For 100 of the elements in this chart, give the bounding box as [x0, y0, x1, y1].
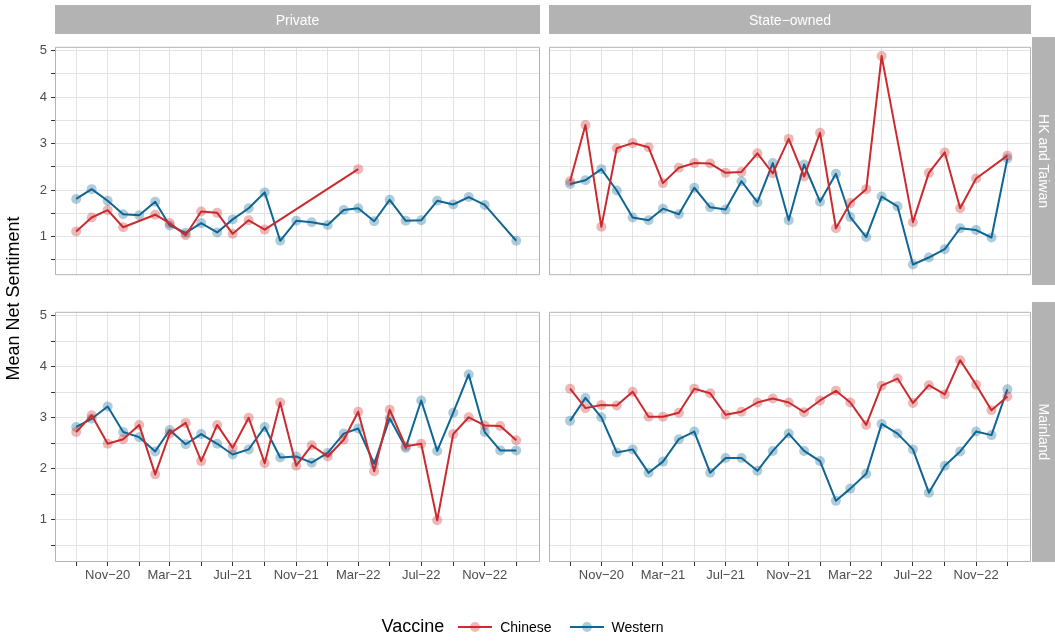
point — [643, 467, 654, 478]
point — [495, 420, 506, 431]
point — [596, 412, 607, 423]
point — [243, 215, 254, 226]
point — [118, 222, 129, 233]
point — [939, 460, 950, 471]
point — [689, 383, 700, 394]
point — [259, 458, 270, 469]
point — [673, 434, 684, 445]
point — [955, 223, 966, 234]
point — [1002, 391, 1013, 402]
point — [102, 205, 113, 216]
point — [180, 439, 191, 450]
point — [830, 223, 841, 234]
point — [596, 221, 607, 232]
point — [907, 444, 918, 455]
point — [102, 438, 113, 449]
point — [102, 401, 113, 412]
point — [400, 215, 411, 226]
point — [86, 184, 97, 195]
point — [720, 167, 731, 178]
point — [212, 438, 223, 449]
point — [463, 412, 474, 423]
point — [134, 419, 145, 430]
point — [923, 252, 934, 263]
point — [243, 203, 254, 214]
y-tick-label: 1 — [39, 511, 47, 527]
point — [767, 393, 778, 404]
point — [907, 217, 918, 228]
legend-title: Vaccine — [381, 616, 445, 637]
point — [845, 483, 856, 494]
point — [596, 164, 607, 175]
point — [861, 184, 872, 195]
point — [448, 199, 459, 210]
x-tick-label: Jul−22 — [401, 567, 441, 583]
point — [705, 202, 716, 213]
point — [783, 428, 794, 439]
point — [291, 460, 302, 471]
point — [986, 405, 997, 416]
point — [689, 426, 700, 437]
point — [876, 380, 887, 391]
point — [432, 445, 443, 456]
point — [815, 395, 826, 406]
point — [71, 226, 82, 237]
point — [511, 235, 522, 246]
point — [815, 456, 826, 467]
point — [71, 427, 82, 438]
point — [212, 419, 223, 430]
y-tick-label: 4 — [39, 88, 47, 104]
x-tick-label: Nov−22 — [953, 567, 999, 583]
point — [643, 142, 654, 153]
point — [322, 451, 333, 462]
point — [306, 440, 317, 451]
point — [783, 133, 794, 144]
point — [611, 143, 622, 154]
point — [353, 164, 364, 175]
point — [673, 209, 684, 220]
point — [180, 417, 191, 428]
point — [196, 456, 207, 467]
point — [923, 380, 934, 391]
point — [322, 219, 333, 230]
point — [767, 168, 778, 179]
point — [815, 127, 826, 138]
point — [657, 178, 668, 189]
point — [611, 447, 622, 458]
point — [876, 418, 887, 429]
point — [227, 214, 238, 225]
point — [767, 445, 778, 456]
point — [736, 166, 747, 177]
point — [580, 175, 591, 186]
point — [275, 397, 286, 408]
point — [689, 182, 700, 193]
point — [463, 192, 474, 203]
point — [432, 515, 443, 526]
point — [611, 185, 622, 196]
point — [907, 398, 918, 409]
x-tick-label: Nov−21 — [273, 567, 319, 583]
point — [596, 400, 607, 411]
point — [986, 232, 997, 243]
point — [259, 224, 270, 235]
point — [369, 216, 380, 227]
point — [892, 428, 903, 439]
point — [150, 469, 161, 480]
point — [845, 198, 856, 209]
point — [673, 162, 684, 173]
point — [338, 205, 349, 216]
x-tick-label: Jul−21 — [706, 567, 745, 583]
point — [830, 495, 841, 506]
legend-label: Chinese — [500, 618, 552, 635]
point — [971, 173, 982, 184]
point — [971, 426, 982, 437]
point — [657, 203, 668, 214]
x-tick-label: Nov−20 — [578, 567, 624, 583]
point — [971, 379, 982, 390]
point — [815, 196, 826, 207]
point — [71, 193, 82, 204]
point — [150, 196, 161, 207]
chart-title: Private — [55, 5, 540, 34]
point — [565, 415, 576, 426]
point — [845, 397, 856, 408]
